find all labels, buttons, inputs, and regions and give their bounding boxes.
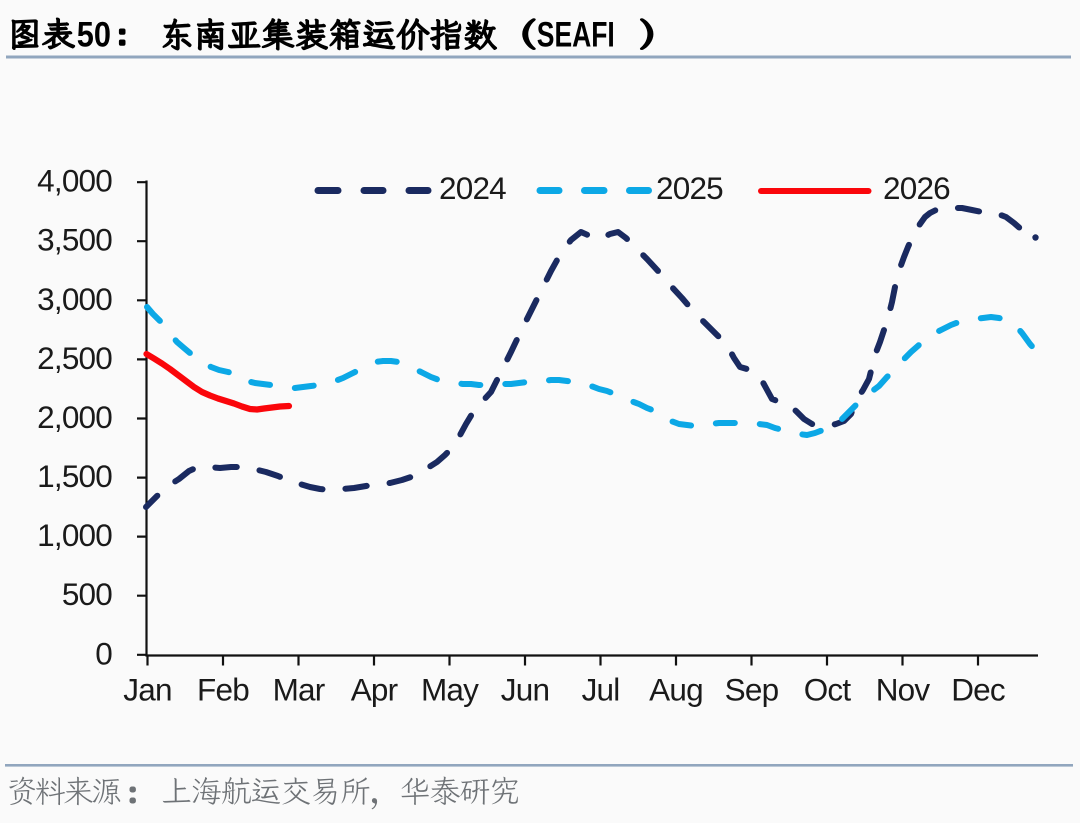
- svg-text:Jun: Jun: [501, 672, 549, 708]
- svg-text:3,000: 3,000: [37, 281, 112, 317]
- svg-text:4,000: 4,000: [37, 163, 112, 199]
- svg-text:Jan: Jan: [123, 672, 171, 708]
- svg-text:Aug: Aug: [649, 672, 703, 708]
- svg-text:2024: 2024: [439, 170, 506, 206]
- svg-text:0: 0: [95, 635, 112, 671]
- svg-text:SEAFI: SEAFI: [537, 15, 615, 54]
- svg-text:2,000: 2,000: [37, 399, 112, 435]
- svg-text:3,500: 3,500: [37, 222, 112, 258]
- svg-text:Oct: Oct: [804, 672, 852, 708]
- svg-text:Feb: Feb: [197, 672, 249, 708]
- svg-text:2,500: 2,500: [37, 340, 112, 376]
- svg-text:1,000: 1,000: [37, 517, 112, 553]
- svg-text:50: 50: [77, 15, 111, 54]
- svg-text:1,500: 1,500: [37, 458, 112, 494]
- svg-text:Jul: Jul: [582, 672, 620, 708]
- svg-text:Sep: Sep: [725, 672, 779, 708]
- svg-text:500: 500: [62, 576, 112, 612]
- svg-text:Nov: Nov: [876, 672, 931, 708]
- svg-text:May: May: [421, 672, 479, 708]
- svg-text:Apr: Apr: [351, 672, 398, 708]
- svg-text:2026: 2026: [883, 170, 950, 206]
- svg-text:Mar: Mar: [273, 672, 325, 708]
- svg-text:Dec: Dec: [951, 672, 1005, 708]
- svg-text:2025: 2025: [656, 170, 723, 206]
